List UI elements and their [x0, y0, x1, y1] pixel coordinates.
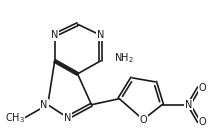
Text: N: N: [51, 30, 58, 40]
Text: N: N: [40, 100, 48, 110]
Text: CH$_3$: CH$_3$: [5, 111, 25, 124]
Text: O: O: [199, 117, 206, 127]
Text: O: O: [139, 115, 147, 125]
Text: O: O: [199, 83, 206, 93]
Text: NH$_2$: NH$_2$: [114, 51, 134, 65]
Text: N: N: [185, 100, 193, 110]
Text: N: N: [64, 113, 71, 123]
Text: N: N: [97, 30, 104, 40]
